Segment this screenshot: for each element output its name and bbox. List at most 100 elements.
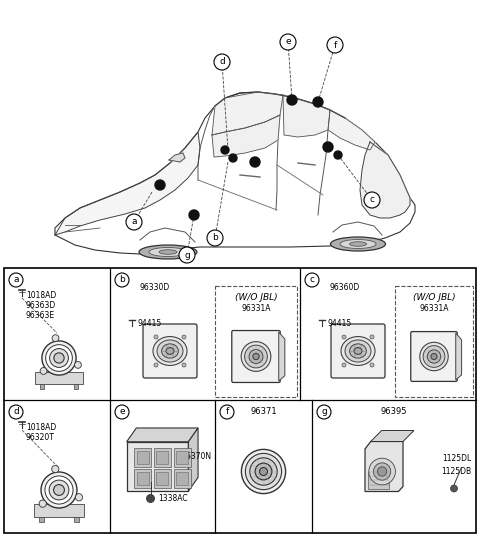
Circle shape: [373, 463, 391, 480]
Circle shape: [327, 37, 343, 53]
Text: 96331A: 96331A: [241, 304, 271, 313]
Bar: [137, 472, 149, 485]
Text: 96363E: 96363E: [26, 311, 55, 320]
Bar: [368, 472, 389, 489]
Bar: [134, 447, 151, 467]
Circle shape: [46, 344, 72, 371]
Text: 1125DB: 1125DB: [441, 467, 471, 476]
Ellipse shape: [162, 344, 179, 358]
Circle shape: [189, 210, 199, 220]
Text: 96320T: 96320T: [26, 434, 55, 443]
Circle shape: [287, 95, 297, 105]
Circle shape: [280, 34, 296, 50]
Circle shape: [364, 192, 380, 208]
Circle shape: [207, 230, 223, 246]
Bar: [34, 505, 84, 517]
Text: 1018AD: 1018AD: [26, 423, 56, 433]
Bar: [395, 286, 473, 397]
Ellipse shape: [153, 336, 187, 365]
Circle shape: [49, 349, 69, 367]
Text: 96363D: 96363D: [26, 302, 56, 310]
Circle shape: [245, 453, 282, 490]
Bar: [174, 469, 191, 488]
Polygon shape: [55, 132, 200, 235]
Text: e: e: [119, 407, 125, 417]
Text: 96330D: 96330D: [140, 283, 170, 292]
Circle shape: [427, 350, 441, 363]
Ellipse shape: [149, 247, 187, 256]
Circle shape: [255, 463, 272, 480]
Text: g: g: [321, 407, 327, 417]
Bar: [4, 268, 476, 533]
Circle shape: [40, 367, 47, 374]
Circle shape: [154, 335, 158, 339]
Text: (W/O JBL): (W/O JBL): [235, 293, 277, 302]
Circle shape: [245, 345, 267, 368]
Polygon shape: [371, 430, 414, 442]
Circle shape: [250, 458, 277, 485]
Text: f: f: [334, 41, 336, 50]
Bar: [134, 469, 151, 488]
Circle shape: [42, 341, 76, 375]
Text: 96331A: 96331A: [419, 304, 449, 313]
Bar: [39, 517, 44, 522]
Circle shape: [115, 273, 129, 287]
Circle shape: [9, 273, 23, 287]
Polygon shape: [212, 92, 283, 135]
Circle shape: [146, 494, 155, 502]
Text: d: d: [13, 407, 19, 417]
Ellipse shape: [345, 340, 371, 362]
Polygon shape: [456, 333, 462, 380]
FancyBboxPatch shape: [143, 324, 197, 378]
Ellipse shape: [166, 348, 174, 355]
Circle shape: [370, 363, 374, 367]
Ellipse shape: [157, 340, 183, 362]
Polygon shape: [127, 428, 198, 442]
Circle shape: [431, 354, 437, 359]
Circle shape: [317, 405, 331, 419]
Circle shape: [377, 467, 387, 476]
Circle shape: [334, 151, 342, 159]
Bar: [156, 472, 168, 485]
Circle shape: [323, 142, 333, 152]
Text: e: e: [285, 37, 291, 46]
Circle shape: [41, 472, 77, 508]
Text: 96395: 96395: [381, 407, 407, 416]
Circle shape: [182, 363, 186, 367]
Circle shape: [250, 157, 260, 167]
Circle shape: [75, 493, 83, 501]
Circle shape: [423, 345, 445, 367]
Text: 96370N: 96370N: [182, 452, 212, 461]
Text: 96360D: 96360D: [330, 283, 360, 292]
Circle shape: [49, 480, 69, 500]
Circle shape: [182, 335, 186, 339]
Text: c: c: [370, 195, 374, 205]
Circle shape: [9, 405, 23, 419]
Ellipse shape: [341, 336, 375, 365]
Circle shape: [115, 405, 129, 419]
Circle shape: [342, 335, 346, 339]
Circle shape: [52, 335, 59, 342]
Polygon shape: [365, 442, 403, 491]
Text: 94415: 94415: [138, 318, 162, 327]
Ellipse shape: [349, 242, 367, 246]
Text: a: a: [13, 276, 19, 285]
Circle shape: [451, 485, 457, 492]
Ellipse shape: [354, 348, 362, 355]
FancyBboxPatch shape: [411, 332, 457, 381]
Text: 1125DL: 1125DL: [442, 454, 471, 463]
Bar: [176, 472, 188, 485]
Text: a: a: [131, 217, 137, 226]
Polygon shape: [55, 92, 415, 254]
Bar: [176, 451, 188, 464]
Text: d: d: [219, 58, 225, 67]
Text: b: b: [119, 276, 125, 285]
Circle shape: [420, 342, 448, 371]
Ellipse shape: [139, 245, 197, 259]
Circle shape: [229, 154, 237, 162]
Circle shape: [221, 146, 229, 154]
Circle shape: [214, 54, 230, 70]
Circle shape: [220, 405, 234, 419]
FancyBboxPatch shape: [331, 324, 385, 378]
Circle shape: [253, 354, 259, 359]
